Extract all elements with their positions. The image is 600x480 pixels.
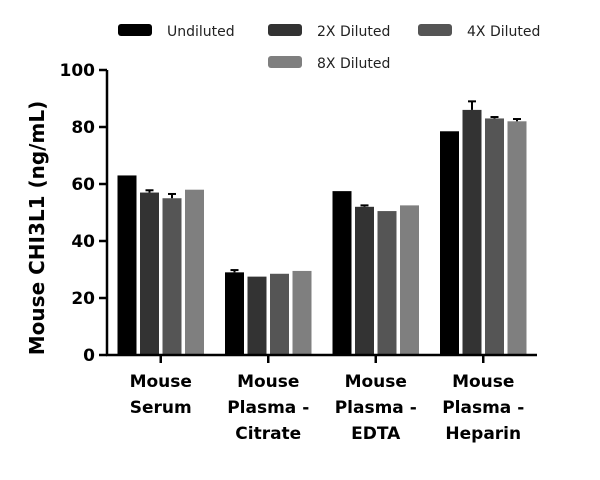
bar	[400, 205, 419, 355]
x-category-label: Mouse	[237, 372, 299, 392]
legend-swatch	[268, 24, 302, 36]
bar	[485, 118, 504, 355]
legend: Undiluted 2X Diluted 4X Diluted 8X Diluted	[118, 24, 540, 72]
x-category-label: Plasma -	[335, 398, 417, 418]
y-tick-label: 60	[71, 175, 95, 195]
bar	[440, 131, 459, 355]
x-category-label: Mouse	[345, 372, 407, 392]
bar	[140, 192, 159, 355]
bar	[355, 206, 374, 355]
axes: 0 20 40 60 80 100 Mouse Serum Mouse Plasma - Citra…	[60, 61, 537, 444]
legend-label: 4X Diluted	[467, 24, 540, 40]
legend-swatch	[418, 24, 452, 36]
bar	[270, 273, 289, 355]
legend-label: 2X Diluted	[317, 24, 390, 40]
x-category-label: Citrate	[235, 424, 301, 444]
bar	[225, 272, 244, 355]
bar	[292, 270, 312, 355]
bar	[462, 109, 482, 356]
legend-label: Undiluted	[167, 24, 235, 40]
y-tick-label: 40	[71, 232, 95, 252]
legend-swatch	[268, 56, 302, 68]
x-category-label: Mouse	[130, 372, 192, 392]
legend-label: 8X Diluted	[317, 56, 390, 72]
bar	[247, 276, 267, 355]
bar	[332, 191, 352, 355]
bar	[507, 121, 527, 355]
bars	[117, 100, 527, 356]
y-axis-title: Mouse CHI3L1 (ng/mL)	[25, 101, 49, 355]
x-category-label: Heparin	[445, 424, 521, 444]
bar	[377, 211, 397, 355]
y-tick-label: 100	[60, 61, 96, 81]
x-category-label: EDTA	[351, 424, 401, 444]
bar	[117, 175, 137, 355]
bar	[162, 198, 182, 355]
bar	[185, 189, 204, 355]
x-category-label: Plasma -	[227, 398, 309, 418]
x-category-label: Plasma -	[442, 398, 524, 418]
y-tick-label: 20	[71, 289, 95, 309]
y-tick-label: 0	[83, 346, 95, 366]
x-category-label: Mouse	[452, 372, 514, 392]
y-tick-label: 80	[71, 118, 95, 138]
legend-swatch	[118, 24, 152, 36]
x-category-label: Serum	[130, 398, 192, 418]
